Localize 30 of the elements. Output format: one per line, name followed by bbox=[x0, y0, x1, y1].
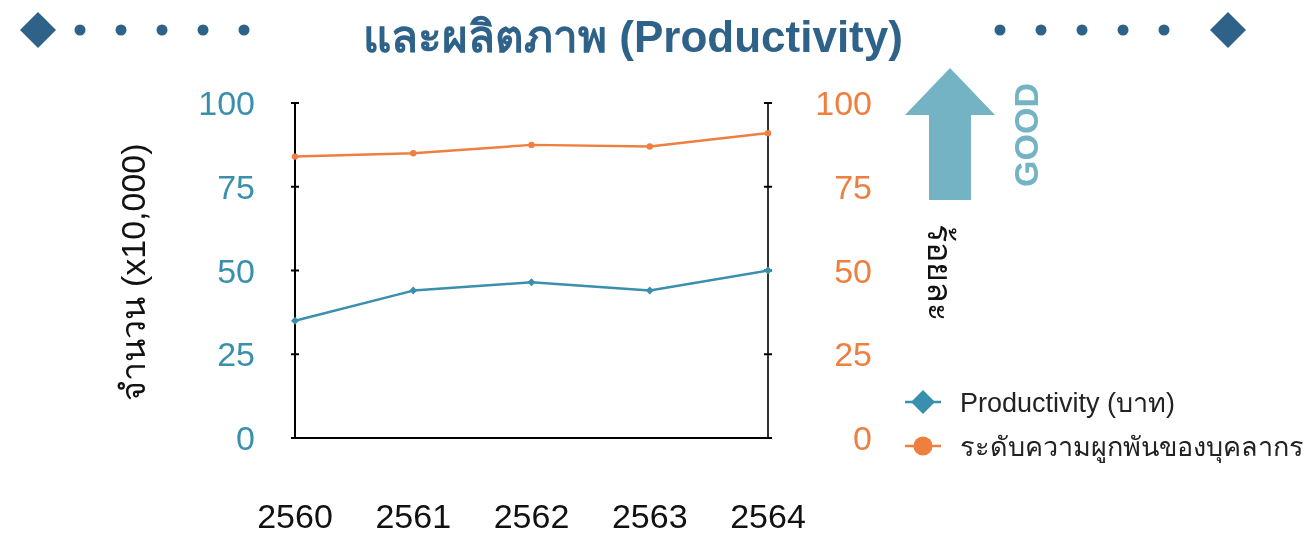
point bbox=[410, 150, 417, 157]
x-tick-label: 2563 bbox=[611, 497, 688, 535]
x-tick-label: 2562 bbox=[493, 497, 570, 535]
point bbox=[764, 129, 772, 137]
y-tick-label: 0 bbox=[236, 419, 255, 457]
y-tick-label: 50 bbox=[217, 251, 255, 290]
y2-tick-label: 75 bbox=[834, 167, 872, 206]
chart-title: และผลิตภาพ (Productivity) bbox=[363, 12, 903, 61]
x-tick-label: 2564 bbox=[730, 497, 806, 535]
point bbox=[646, 143, 653, 150]
legend-label: ระดับความผูกพันของบุคลากร bbox=[960, 432, 1304, 464]
point bbox=[527, 278, 536, 287]
y2-tick-label: 0 bbox=[853, 419, 872, 457]
y-tick-label: 25 bbox=[217, 335, 255, 374]
point bbox=[291, 316, 299, 325]
x-tick-label: 2561 bbox=[375, 497, 452, 535]
text: GOOD bbox=[1007, 83, 1045, 187]
point bbox=[291, 153, 299, 160]
point bbox=[409, 286, 418, 295]
y-tick-label: 100 bbox=[198, 84, 255, 122]
y2-tick-label: 25 bbox=[834, 335, 872, 374]
y2-tick-label: 100 bbox=[815, 84, 872, 122]
legend-label: Productivity (บาท) bbox=[960, 388, 1176, 418]
y2-tick-label: 50 bbox=[834, 251, 872, 290]
x-tick-label: 2560 bbox=[257, 497, 333, 535]
point bbox=[528, 141, 535, 149]
y2-axis-title: ร้อยละ bbox=[921, 223, 959, 321]
point bbox=[645, 286, 654, 295]
y-axis-title: จำนวน (x10,000) bbox=[114, 143, 152, 401]
y-tick-label: 75 bbox=[217, 167, 255, 206]
